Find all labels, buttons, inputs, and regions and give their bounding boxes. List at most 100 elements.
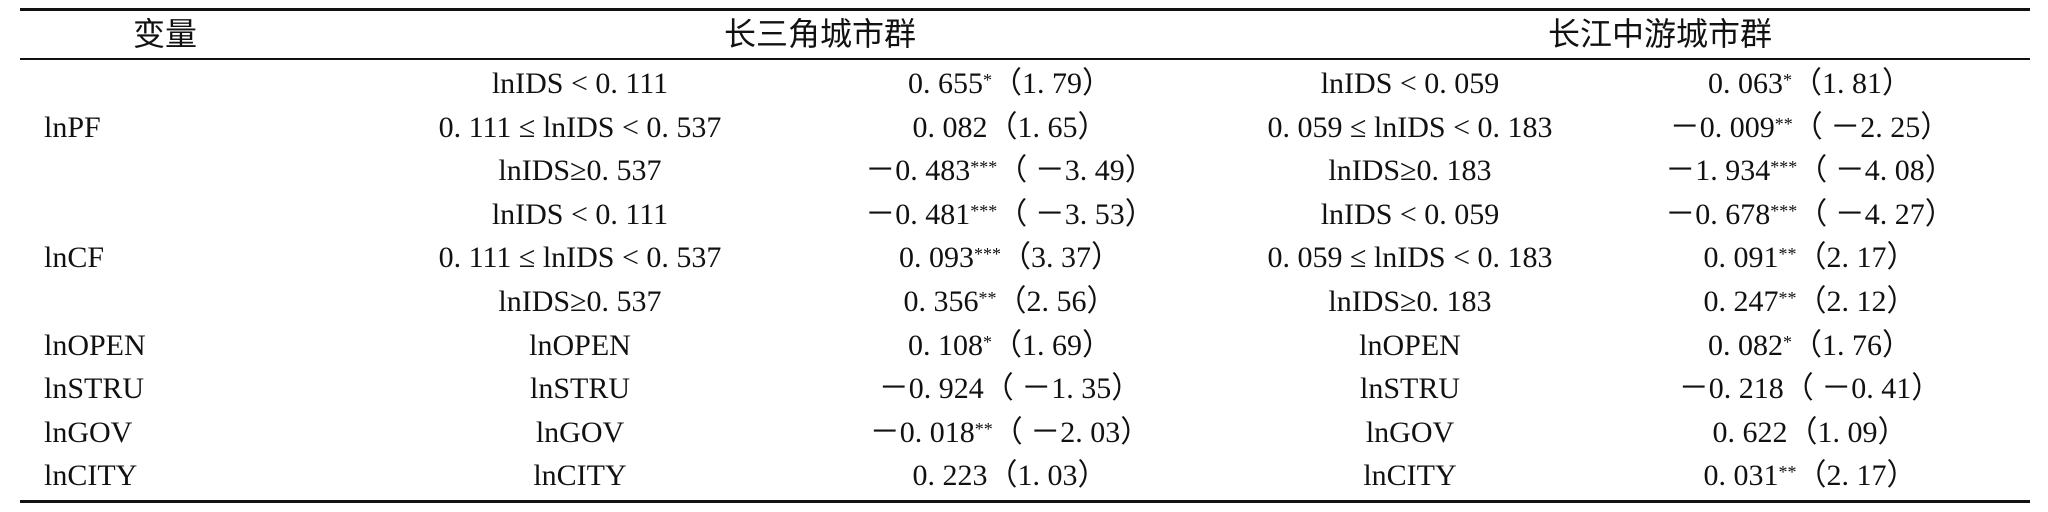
coef-value: 0. 356 [903, 285, 979, 318]
significance-stars: *** [1770, 200, 1798, 221]
top-rule [20, 8, 2030, 11]
variable-label: lnOPEN [44, 328, 146, 362]
significance-stars: *** [1770, 157, 1798, 178]
threshold-condition-myr: lnIDS < 0. 059 [1320, 197, 1500, 231]
coefficient-yrd: 0. 655*（1. 79） [780, 64, 1240, 104]
t-statistic: （2. 17） [1796, 459, 1917, 493]
t-statistic: （2. 12） [1796, 285, 1917, 318]
coef-value: －0. 924（ －1. 35） [878, 372, 1142, 406]
coefficient-myr: 0. 622（1. 09） [1610, 413, 2010, 453]
t-statistic: （ －3. 49） [997, 154, 1155, 188]
coef-value: 0. 247 [1703, 285, 1779, 318]
coefficient-myr: 0. 082*（1. 76） [1610, 326, 2010, 366]
coef-value: －0. 009 [1669, 110, 1775, 144]
t-statistic: （ －3. 53） [997, 197, 1155, 231]
threshold-condition-yrd: 0. 111 ≤ lnIDS < 0. 537 [438, 110, 722, 144]
coefficient-myr: －0. 218（ －0. 41） [1610, 369, 2010, 409]
significance-stars: * [983, 70, 992, 90]
coef-value: －0. 483 [865, 154, 971, 188]
coefficient-yrd: 0. 108*（1. 69） [780, 326, 1240, 366]
t-statistic: （ －2. 03） [992, 415, 1151, 449]
coef-value: －0. 218（ －0. 41） [1678, 372, 1942, 406]
coefficient-myr: －0. 678***（ －4. 27） [1610, 195, 2010, 235]
threshold-condition-yrd: lnSTRU [529, 372, 631, 406]
significance-stars: ** [1778, 244, 1797, 265]
threshold-condition-yrd: lnIDS < 0. 111 [491, 197, 669, 231]
variable-label: lnCF [44, 241, 105, 275]
threshold-condition-myr: lnIDS < 0. 059 [1320, 67, 1500, 100]
coefficient-yrd: －0. 483***（ －3. 49） [780, 151, 1240, 191]
coefficient-myr: －1. 934***（ －4. 08） [1610, 151, 2010, 191]
coefficient-yrd: 0. 082（1. 65） [780, 108, 1240, 148]
coefficient-myr: 0. 247**（2. 12） [1610, 282, 2010, 322]
t-statistic: （ －4. 08） [1797, 154, 1955, 188]
t-statistic: （1. 79） [992, 67, 1112, 100]
coefficient-myr: －0. 009**（ －2. 25） [1610, 108, 2010, 148]
t-statistic: （2. 56） [996, 285, 1117, 318]
coefficient-yrd: 0. 093***（3. 37） [780, 238, 1240, 278]
threshold-condition-yrd: lnIDS≥0. 537 [498, 285, 662, 318]
threshold-condition-myr: 0. 059 ≤ lnIDS < 0. 183 [1267, 241, 1553, 275]
significance-stars: ** [974, 418, 993, 439]
coef-value: 0. 655 [908, 67, 983, 100]
coef-value: －0. 678 [1665, 197, 1771, 231]
t-statistic: （1. 81） [1792, 67, 1912, 100]
coef-value: －0. 481 [865, 197, 971, 231]
coef-value: 0. 093 [899, 241, 974, 275]
threshold-condition-myr: lnCITY [1363, 459, 1457, 493]
threshold-condition-yrd: lnIDS≥0. 537 [498, 154, 662, 188]
header-yangtze-delta: 长三角城市群 [723, 16, 916, 52]
coefficient-myr: 0. 063*（1. 81） [1610, 64, 2010, 104]
bottom-rule [20, 500, 2030, 503]
threshold-condition-yrd: 0. 111 ≤ lnIDS < 0. 537 [438, 241, 722, 275]
coef-value: 0. 091 [1703, 241, 1779, 275]
significance-stars: ** [978, 288, 997, 308]
coef-value: 0. 108 [908, 328, 983, 362]
t-statistic: （1. 76） [1792, 328, 1912, 362]
header-variable: 变量 [132, 16, 197, 52]
variable-label: lnPF [44, 110, 101, 144]
coefficient-myr: 0. 091**（2. 17） [1610, 238, 2010, 278]
threshold-condition-myr: lnIDS≥0. 183 [1328, 285, 1492, 318]
threshold-condition-yrd: lnCITY [533, 459, 627, 493]
header-middle-yangtze: 长江中游城市群 [1547, 16, 1772, 52]
coef-value: 0. 063 [1708, 67, 1783, 100]
coefficient-yrd: －0. 018**（ －2. 03） [780, 413, 1240, 453]
coef-value: －1. 934 [1665, 154, 1771, 188]
significance-stars: * [1783, 70, 1792, 90]
threshold-condition-yrd: lnGOV [535, 415, 625, 449]
coef-value: 0. 031 [1703, 459, 1779, 493]
threshold-condition-myr: lnOPEN [1359, 328, 1461, 362]
threshold-condition-myr: 0. 059 ≤ lnIDS < 0. 183 [1267, 110, 1553, 144]
coefficient-yrd: －0. 924（ －1. 35） [780, 369, 1240, 409]
threshold-condition-yrd: lnOPEN [529, 328, 631, 362]
coef-value: 0. 622（1. 09） [1712, 415, 1908, 449]
coef-value: 0. 082 [1708, 328, 1783, 362]
significance-stars: * [1783, 331, 1792, 352]
significance-stars: ** [1778, 288, 1797, 308]
significance-stars: * [983, 331, 992, 352]
significance-stars: *** [970, 157, 998, 178]
variable-label: lnSTRU [44, 372, 145, 406]
coefficient-yrd: －0. 481***（ －3. 53） [780, 195, 1240, 235]
header-rule [20, 58, 2030, 60]
threshold-condition-myr: lnGOV [1365, 415, 1455, 449]
t-statistic: （2. 17） [1796, 241, 1917, 275]
significance-stars: *** [974, 244, 1001, 265]
threshold-condition-yrd: lnIDS < 0. 111 [491, 67, 669, 100]
threshold-condition-myr: lnIDS≥0. 183 [1328, 154, 1492, 188]
coefficient-yrd: 0. 223（1. 03） [780, 456, 1240, 496]
variable-label: lnCITY [44, 459, 138, 493]
coef-value: 0. 082（1. 65） [912, 110, 1108, 144]
coefficient-yrd: 0. 356**（2. 56） [780, 282, 1240, 322]
t-statistic: （3. 37） [1001, 241, 1121, 275]
t-statistic: （1. 69） [992, 328, 1112, 362]
coef-value: 0. 223（1. 03） [912, 459, 1108, 493]
threshold-condition-myr: lnSTRU [1359, 372, 1461, 406]
t-statistic: （ －2. 25） [1792, 110, 1951, 144]
significance-stars: *** [970, 200, 998, 221]
significance-stars: ** [1778, 462, 1797, 483]
coefficient-myr: 0. 031**（2. 17） [1610, 456, 2010, 496]
t-statistic: （ －4. 27） [1797, 197, 1955, 231]
